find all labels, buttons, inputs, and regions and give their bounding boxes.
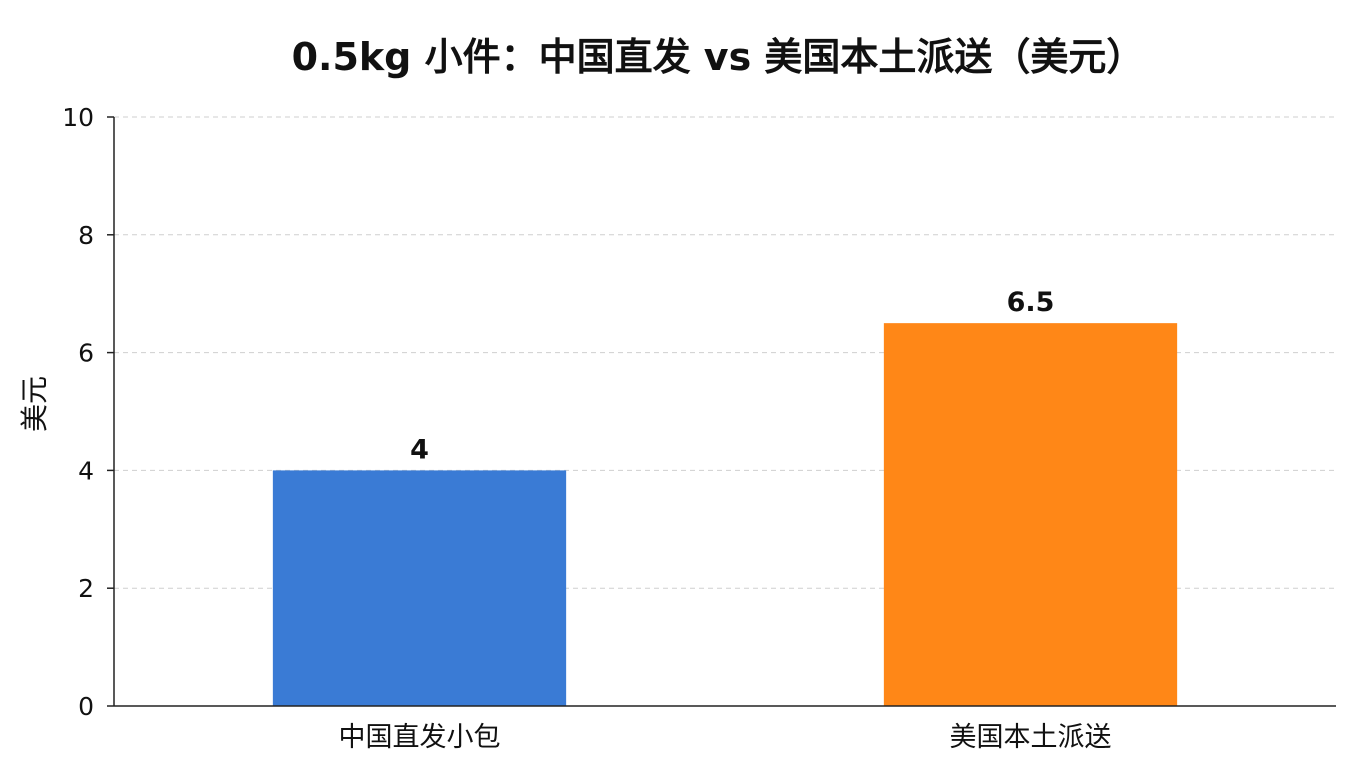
y-tick-label: 10 (62, 103, 94, 132)
bar-value-label: 6.5 (1007, 287, 1055, 318)
y-tick-labels: 0 2 4 6 8 10 (62, 103, 114, 721)
y-tick-label: 2 (78, 574, 94, 603)
x-category-label: 美国本土派送 (950, 722, 1112, 753)
x-category-label: 中国直发小包 (339, 722, 501, 753)
y-tick-label: 6 (78, 339, 94, 368)
y-axis-label: 美元 (18, 376, 51, 432)
bar (272, 470, 567, 706)
data-labels: 46.5 (410, 287, 1054, 465)
category-labels: 中国直发小包 美国本土派送 (339, 722, 1112, 753)
y-tick-label: 8 (78, 221, 94, 250)
bar (883, 323, 1178, 706)
bar-value-label: 4 (410, 434, 429, 465)
chart-title: 0.5kg 小件：中国直发 vs 美国本土派送（美元） (292, 35, 1145, 79)
y-tick-label: 0 (78, 692, 94, 721)
bars (272, 323, 1178, 706)
y-tick-label: 4 (78, 456, 94, 485)
